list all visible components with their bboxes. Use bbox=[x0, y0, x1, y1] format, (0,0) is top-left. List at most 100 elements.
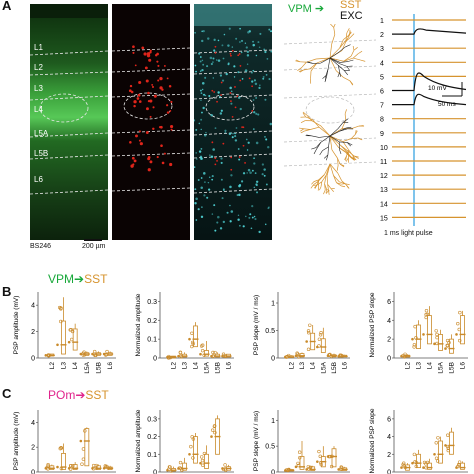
mean-point bbox=[316, 460, 319, 463]
mean-point bbox=[79, 439, 83, 443]
nucleus-dot bbox=[213, 49, 216, 52]
nucleus-dot bbox=[267, 207, 270, 210]
nucleus-dot bbox=[230, 210, 234, 213]
nucleus-dot bbox=[265, 138, 268, 141]
y-tick-label: 0 bbox=[387, 356, 391, 363]
dendrite-segment bbox=[339, 127, 347, 132]
dendrite-segment bbox=[345, 152, 351, 157]
nucleus-dot bbox=[230, 132, 232, 134]
data-point bbox=[318, 461, 323, 465]
sst-cell-dot bbox=[143, 52, 147, 56]
nucleus-dot bbox=[237, 71, 240, 74]
sst-cell-dot bbox=[130, 90, 134, 94]
dendrite-segment bbox=[340, 145, 348, 152]
nucleus-dot bbox=[206, 196, 209, 199]
nucleus-dot bbox=[259, 32, 262, 35]
trace-number: 3 bbox=[380, 46, 384, 53]
nucleus-dot bbox=[200, 186, 203, 189]
nucleus-dot bbox=[246, 172, 248, 174]
nucleus-dot bbox=[253, 79, 257, 82]
nucleus-dot bbox=[208, 188, 211, 191]
sst-cell-dot bbox=[129, 141, 132, 144]
mean-point bbox=[91, 466, 94, 470]
data-point bbox=[329, 464, 334, 469]
dendrite-segment bbox=[333, 27, 336, 35]
nucleus-dot bbox=[239, 224, 241, 227]
data-point bbox=[414, 336, 418, 340]
dendrite-segment bbox=[306, 58, 317, 63]
dendrite-segment bbox=[329, 135, 340, 143]
mean-point bbox=[305, 340, 308, 343]
y-tick-label: 2 bbox=[31, 445, 35, 452]
y-tick-label: 0.3 bbox=[147, 299, 157, 306]
dendrite-segment bbox=[323, 189, 326, 195]
nucleus-dot bbox=[262, 77, 265, 80]
nucleus-dot bbox=[257, 41, 260, 44]
dendrite-segment bbox=[302, 112, 307, 118]
sst-cell-dot bbox=[139, 142, 143, 146]
nucleus-dot bbox=[211, 178, 214, 181]
nucleus-dot bbox=[203, 194, 206, 197]
box bbox=[449, 431, 454, 455]
dendrite-segment bbox=[311, 147, 317, 150]
sst-cell-dot bbox=[234, 86, 236, 88]
y-tick-label: 0 bbox=[31, 470, 35, 474]
box bbox=[204, 350, 209, 357]
dendrite-segment bbox=[340, 163, 345, 167]
dendrite-segment bbox=[329, 128, 339, 137]
scalebar-label: 200 µm bbox=[82, 243, 106, 250]
dendrite-segment bbox=[329, 44, 333, 59]
nucleus-dot bbox=[201, 88, 204, 91]
dendrite-segment bbox=[330, 24, 334, 28]
sst-cell-dot bbox=[230, 168, 233, 171]
data-point bbox=[178, 350, 183, 355]
x-tick-label: L4 bbox=[72, 362, 79, 370]
nucleus-dot bbox=[248, 30, 251, 33]
data-point bbox=[213, 350, 217, 355]
nucleus-dot bbox=[217, 215, 220, 219]
micrograph-merge bbox=[194, 4, 272, 240]
dendrite-segment bbox=[339, 72, 342, 77]
dendrite-segment bbox=[311, 135, 320, 138]
nucleus-dot bbox=[204, 76, 207, 79]
nucleus-dot bbox=[264, 98, 267, 101]
data-point bbox=[328, 352, 332, 357]
dendrite-segment bbox=[357, 50, 363, 55]
data-point bbox=[412, 452, 417, 457]
nucleus-dot bbox=[198, 52, 201, 55]
data-point bbox=[46, 354, 51, 358]
x-tick-label: L4 bbox=[310, 362, 317, 370]
trace-number: 8 bbox=[380, 117, 384, 124]
nucleus-dot bbox=[194, 64, 197, 67]
sst-cell-dot bbox=[220, 81, 223, 84]
data-point bbox=[424, 308, 429, 313]
mean-point bbox=[305, 468, 308, 471]
dendrite-segment bbox=[337, 158, 339, 166]
data-point bbox=[296, 461, 300, 466]
mean-point bbox=[411, 461, 414, 465]
data-point bbox=[81, 353, 86, 357]
mean-point bbox=[400, 466, 403, 469]
sst-cell-dot bbox=[236, 95, 239, 98]
scalebar-line bbox=[84, 239, 102, 241]
sst-cell-dot bbox=[239, 65, 242, 67]
sst-cell-dot bbox=[156, 155, 159, 159]
dendrite-segment bbox=[346, 142, 351, 147]
nucleus-dot bbox=[216, 221, 219, 224]
nucleus-dot bbox=[227, 44, 230, 47]
dendrite-segment bbox=[337, 172, 343, 181]
y-axis-label: Normalized amplitude bbox=[135, 409, 142, 472]
nucleus-dot bbox=[225, 72, 228, 76]
data-point bbox=[199, 455, 204, 459]
nucleus-dot bbox=[202, 106, 205, 110]
nucleus-dot bbox=[202, 29, 205, 33]
y-tick-label: 6 bbox=[387, 416, 391, 423]
dendrite-segment bbox=[339, 63, 347, 67]
dendrite-segment bbox=[329, 47, 340, 59]
dendrite-segment bbox=[338, 46, 346, 53]
x-tick-label: L3 bbox=[299, 362, 306, 370]
dendrite-segment bbox=[333, 24, 336, 28]
nucleus-dot bbox=[222, 57, 225, 60]
sst-cell-dot bbox=[211, 141, 214, 144]
nucleus-dot bbox=[241, 78, 244, 80]
